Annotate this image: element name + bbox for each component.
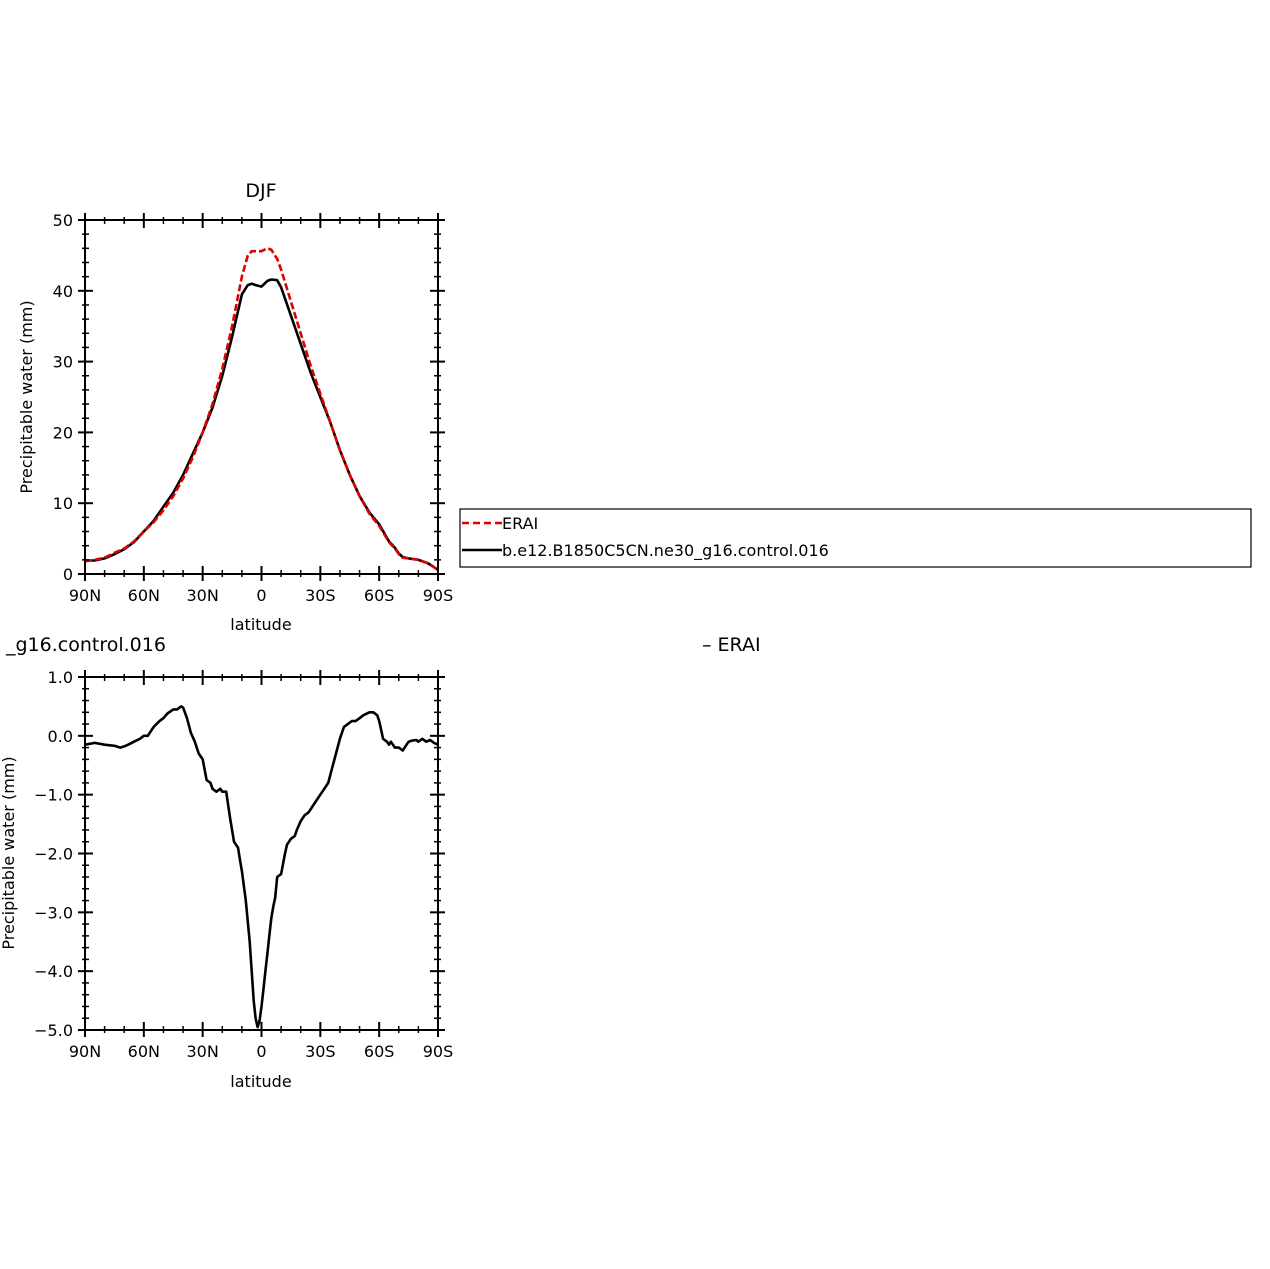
top-panel-x-tick-label: 90S [423,586,454,605]
bottom-panel-y-axis-label: Precipitable water (mm) [0,756,18,949]
bottom-panel-y-tick-label: 1.0 [48,668,73,687]
bottom-panel-x-tick-label: 60S [364,1042,395,1061]
legend: ERAI b.e12.B1850C5CN.ne30_g16.control.01… [459,508,1252,568]
legend-label-erai: ERAI [502,514,538,533]
top-panel-title: DJF [245,180,276,202]
top-panel-series-line-0 [84,247,439,571]
top-panel-x-axis-label: latitude [230,615,291,634]
bottom-panel-y-tick-label: −3.0 [34,903,73,922]
bottom-panel-x-tick-label: 60N [128,1042,160,1061]
bottom-panel-y-tick-label: 0.0 [48,727,73,746]
top-panel-x-tick-label: 90N [69,586,101,605]
bottom-panel: _g16.control.016 – ERAI 90N 60N 30N 0 30S 60S… [0,634,761,1091]
top-panel-x-tick-label: 60S [364,586,395,605]
bottom-panel-y-tick-label: −1.0 [34,786,73,805]
top-panel-ticks: 90N 60N 30N 0 30S 60S 90S 0 10 20 30 40 50 [53,211,454,605]
bottom-panel-series-layer [84,705,439,1029]
bottom-panel-x-tick-label: 30N [187,1042,219,1061]
top-panel-y-axis-label: Precipitable water (mm) [17,300,36,493]
top-panel-x-tick-label: 30N [187,586,219,605]
bottom-panel-title-fragment-left: _g16.control.016 [5,634,166,656]
legend-label-control: b.e12.B1850C5CN.ne30_g16.control.016 [502,541,829,561]
top-panel-y-tick-label: 30 [53,353,73,372]
top-panel-x-tick-label: 60N [128,586,160,605]
top-panel-y-tick-label: 50 [53,211,73,230]
top-panel-y-tick-label: 40 [53,282,73,301]
bottom-panel-series-line-0 [84,705,439,1029]
bottom-panel-x-axis-label: latitude [230,1072,291,1091]
bottom-panel-title-fragment-right: – ERAI [702,634,761,656]
bottom-panel-y-tick-label: −5.0 [34,1021,73,1040]
top-panel: DJF 90N 60N 30N 0 30S 60S 90S 0 10 20 30 40 50 latit… [17,180,453,634]
top-panel-x-tick-label: 0 [256,586,266,605]
bottom-panel-ticks: 90N 60N 30N 0 30S 60S 90S 1.0 0.0 −1.0 −2.0 −3.0 −4.… [34,668,453,1061]
bottom-panel-x-tick-label: 90S [423,1042,454,1061]
bottom-panel-y-tick-label: −2.0 [34,845,73,864]
top-panel-y-tick-label: 10 [53,494,73,513]
legend-box [459,508,1252,568]
top-panel-y-tick-label: 20 [53,423,73,442]
top-panel-x-tick-label: 30S [305,586,336,605]
top-panel-y-tick-label: 0 [63,565,73,584]
bottom-panel-x-tick-label: 90N [69,1042,101,1061]
bottom-panel-x-tick-label: 30S [305,1042,336,1061]
top-panel-series-layer [84,247,439,571]
bottom-panel-y-tick-label: −4.0 [34,962,73,981]
bottom-panel-x-tick-label: 0 [256,1042,266,1061]
